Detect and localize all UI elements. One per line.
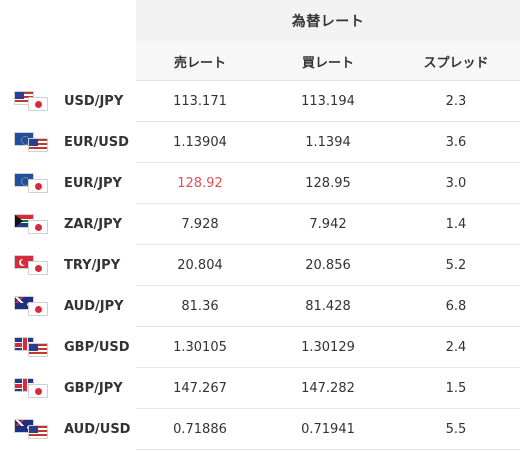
japan-flag-icon xyxy=(28,384,48,398)
sell-rate-value: 128.92 xyxy=(177,176,223,191)
sell-rate-value: 113.171 xyxy=(173,94,227,109)
column-header-sell-rate: 売レート xyxy=(173,55,226,71)
japan-flag-icon xyxy=(28,261,48,275)
table-row: AUD/USD 0.71886 0.71941 5.5 xyxy=(0,409,520,450)
currency-pair-cell: EUR/JPY xyxy=(0,163,136,204)
buy-rate-value: 81.428 xyxy=(305,299,351,314)
japan-flag-icon xyxy=(28,97,48,111)
sell-rate-value: 81.36 xyxy=(181,299,219,314)
us-flag-icon xyxy=(28,343,48,357)
table-row: ZAR/JPY 7.928 7.942 1.4 xyxy=(0,204,520,245)
buy-rate-value: 113.194 xyxy=(301,94,355,109)
spread-value: 1.4 xyxy=(445,217,467,232)
table-row: TRY/JPY 20.804 20.856 5.2 xyxy=(0,245,520,286)
sell-rate-value: 0.71886 xyxy=(173,422,227,437)
table-row: USD/JPY 113.171 113.194 2.3 xyxy=(0,81,520,122)
buy-rate-value: 147.282 xyxy=(301,381,355,396)
sell-rate-value: 7.928 xyxy=(181,217,219,232)
sell-rate-value: 1.13904 xyxy=(173,135,227,150)
currency-pair-label: TRY/JPY xyxy=(64,258,121,273)
currency-pair-label: EUR/JPY xyxy=(64,176,122,191)
column-header-spread: スプレッド xyxy=(423,55,489,71)
buy-rate-value: 128.95 xyxy=(305,176,351,191)
currency-pair-cell: GBP/USD xyxy=(0,327,136,368)
currency-pair-label: USD/JPY xyxy=(64,94,124,109)
currency-pair-cell: GBP/JPY xyxy=(0,368,136,409)
currency-pair-cell: TRY/JPY xyxy=(0,245,136,286)
buy-rate-value: 1.30129 xyxy=(301,340,355,355)
currency-pair-label: ZAR/JPY xyxy=(64,217,123,232)
currency-pair-cell: ZAR/JPY xyxy=(0,204,136,245)
table-row: EUR/USD 1.13904 1.1394 3.6 xyxy=(0,122,520,163)
currency-pair-label: EUR/USD xyxy=(64,135,129,150)
spread-value: 3.0 xyxy=(445,176,467,191)
buy-rate-value: 7.942 xyxy=(309,217,347,232)
us-flag-icon xyxy=(28,425,48,439)
sell-rate-value: 20.804 xyxy=(177,258,223,273)
japan-flag-icon xyxy=(28,220,48,234)
buy-rate-value: 0.71941 xyxy=(301,422,355,437)
spread-value: 2.3 xyxy=(445,94,467,109)
currency-pair-label: AUD/JPY xyxy=(64,299,124,314)
japan-flag-icon xyxy=(28,302,48,316)
spread-value: 3.6 xyxy=(445,135,467,150)
table-header-band xyxy=(136,0,520,41)
column-header-buy-rate: 買レート xyxy=(301,55,354,71)
currency-pair-label: AUD/USD xyxy=(64,422,131,437)
table-row: GBP/USD 1.30105 1.30129 2.4 xyxy=(0,327,520,368)
spread-value: 6.8 xyxy=(445,299,467,314)
sell-rate-value: 1.30105 xyxy=(173,340,227,355)
currency-pair-cell: AUD/USD xyxy=(0,409,136,450)
us-flag-icon xyxy=(28,138,48,152)
spread-value: 5.5 xyxy=(445,422,467,437)
table-row: EUR/JPY 128.92 128.95 3.0 xyxy=(0,163,520,204)
buy-rate-value: 20.856 xyxy=(305,258,351,273)
currency-pair-cell: EUR/USD xyxy=(0,122,136,163)
currency-pair-label: GBP/USD xyxy=(64,340,130,355)
currency-pair-cell: AUD/JPY xyxy=(0,286,136,327)
sell-rate-value: 147.267 xyxy=(173,381,227,396)
table-row: AUD/JPY 81.36 81.428 6.8 xyxy=(0,286,520,327)
currency-pair-label: GBP/JPY xyxy=(64,381,123,396)
table-title: 為替レート xyxy=(291,13,365,30)
currency-pair-cell: USD/JPY xyxy=(0,81,136,122)
table-row: GBP/JPY 147.267 147.282 1.5 xyxy=(0,368,520,409)
spread-value: 5.2 xyxy=(445,258,467,273)
buy-rate-value: 1.1394 xyxy=(305,135,351,150)
spread-value: 2.4 xyxy=(445,340,467,355)
japan-flag-icon xyxy=(28,179,48,193)
spread-value: 1.5 xyxy=(445,381,467,396)
column-header-row: 売レート 買レート スプレッド xyxy=(136,41,520,81)
